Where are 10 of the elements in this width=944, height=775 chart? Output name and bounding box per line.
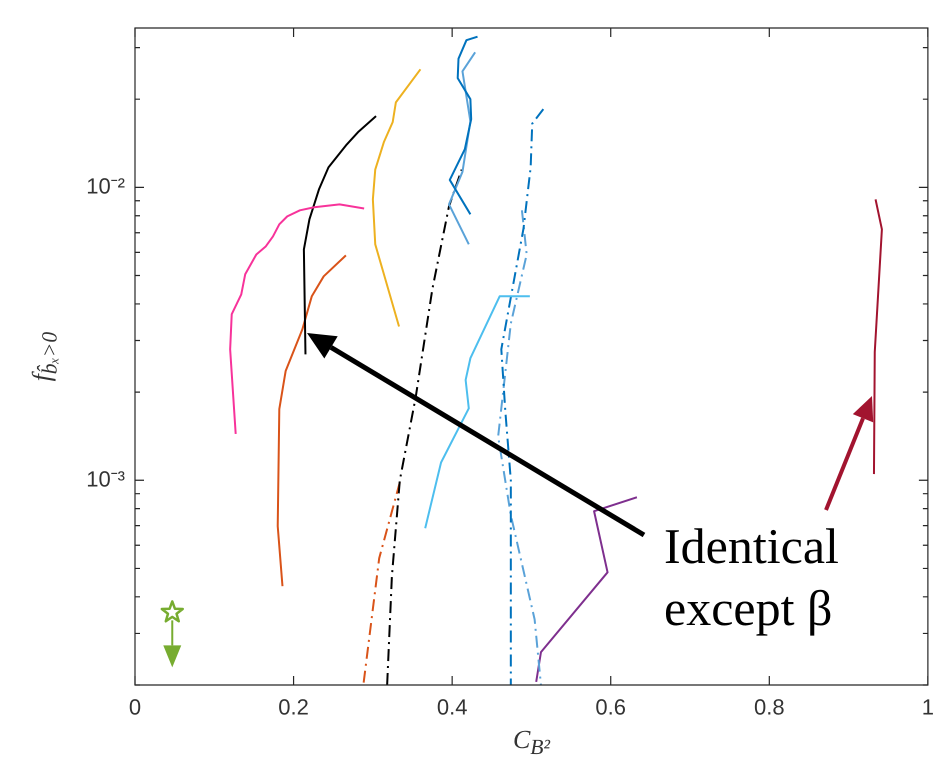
x-tick-label: 1 [922, 694, 934, 720]
x-axis-title: C$_{B²}$ [512, 725, 550, 760]
y-tick-label: 10⁻³ [86, 466, 125, 492]
x-tick-label: 0 [128, 694, 142, 720]
x-tick-label: 0.4 [436, 694, 468, 720]
annotation: Identical except β [664, 517, 840, 638]
x-tick-label: 0.2 [278, 694, 309, 720]
x-tick-label: 0.6 [595, 694, 626, 720]
x-tick-label: 0.8 [754, 694, 785, 720]
y-tick-label: 10⁻² [86, 173, 125, 198]
